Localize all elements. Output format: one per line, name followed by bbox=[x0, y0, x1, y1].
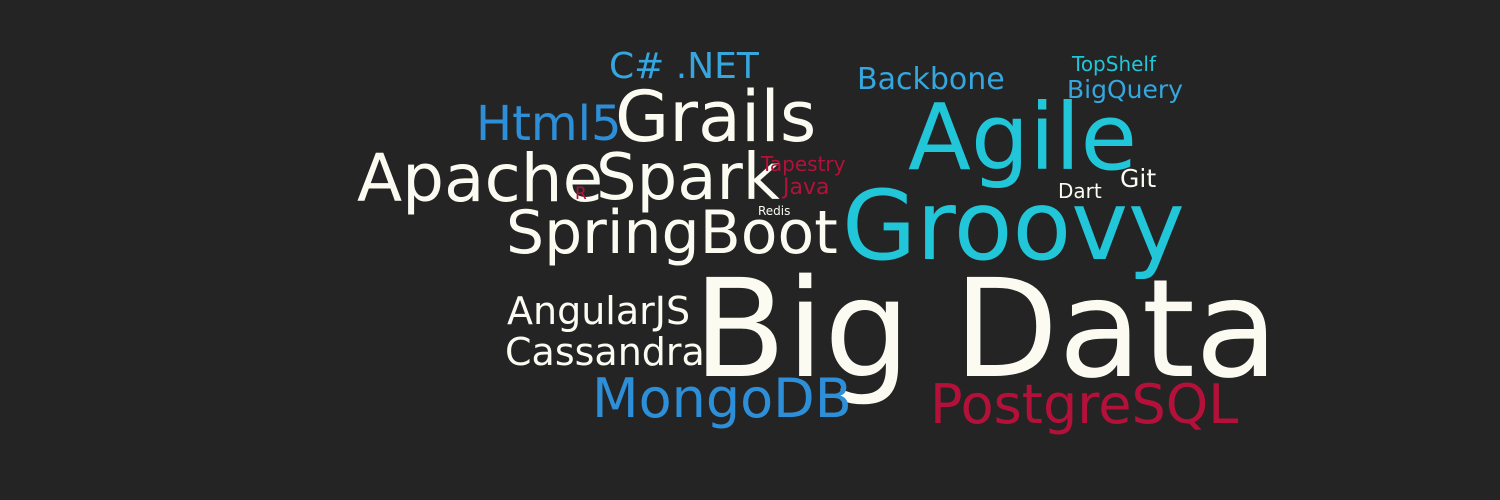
word-dart: Dart bbox=[1058, 179, 1102, 203]
word-cassandra: Cassandra bbox=[505, 330, 705, 374]
word-angularjs: AngularJS bbox=[507, 289, 691, 333]
word-tapestry: Tapestry bbox=[761, 152, 846, 176]
word-apache: Apache bbox=[357, 140, 604, 217]
word-topshelf: TopShelf bbox=[1072, 52, 1157, 76]
word-r: R bbox=[575, 184, 587, 204]
word-postgresql: PostgreSQL bbox=[930, 373, 1239, 436]
word-spark: Spark bbox=[596, 141, 780, 215]
word-java: Java bbox=[783, 175, 830, 200]
word-mongodb: MongoDB bbox=[592, 367, 852, 430]
word-grails: Grails bbox=[615, 76, 817, 158]
word-redis: Redis bbox=[758, 204, 791, 218]
word-springboot: SpringBoot bbox=[506, 198, 838, 268]
word-groovy: Groovy bbox=[842, 170, 1185, 282]
word-git: Git bbox=[1120, 164, 1157, 193]
word-backbone: Backbone bbox=[857, 62, 1005, 97]
word-html5: Html5 bbox=[476, 96, 622, 152]
word-csharp-net: C# .NET bbox=[609, 46, 759, 87]
word-big-data: Big Data bbox=[693, 251, 1279, 409]
word-agile: Agile bbox=[908, 84, 1138, 191]
word-bigquery: BigQuery bbox=[1067, 75, 1183, 104]
